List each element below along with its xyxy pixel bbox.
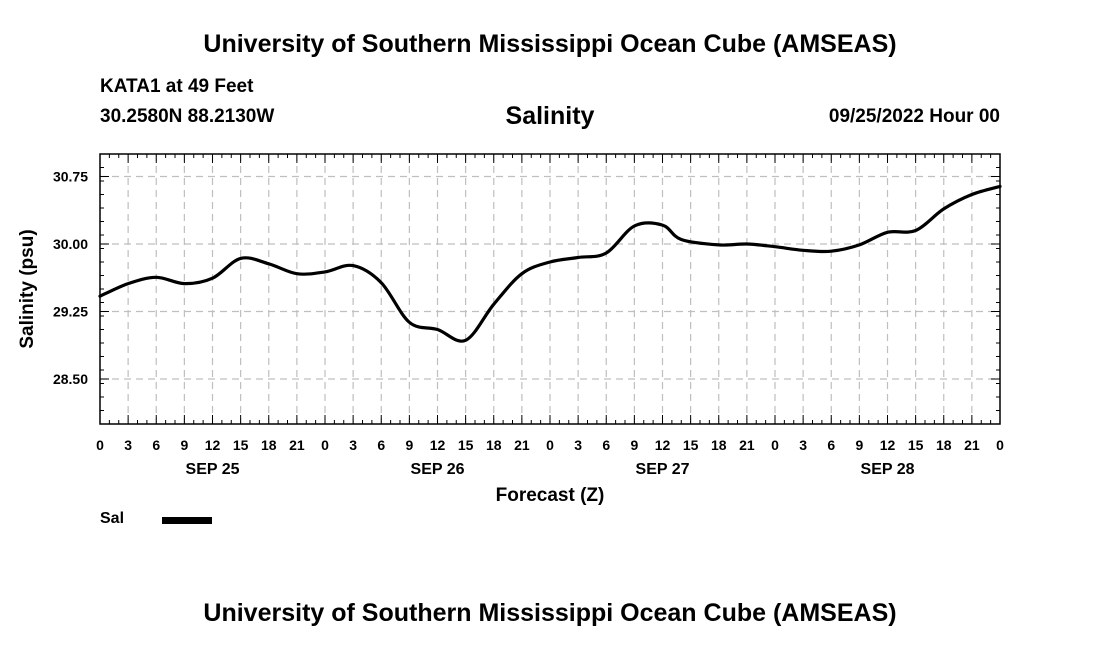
- x-tick-label: 3: [574, 437, 582, 453]
- x-tick-label: 21: [964, 437, 980, 453]
- x-tick-label: 12: [880, 437, 896, 453]
- y-tick-label: 29.25: [53, 304, 88, 320]
- station-label: KATA1 at 49 Feet: [100, 76, 254, 97]
- footer-title: University of Southern Mississippi Ocean…: [203, 599, 897, 627]
- legend-swatch: [162, 517, 212, 524]
- chart-title: Salinity: [505, 102, 595, 130]
- day-label: SEP 25: [186, 461, 240, 478]
- y-tick-label: 30.00: [53, 236, 88, 252]
- x-tick-label: 18: [261, 437, 277, 453]
- x-tick-label: 9: [180, 437, 188, 453]
- x-tick-label: 6: [377, 437, 385, 453]
- coordinates-label: 30.2580N 88.2130W: [100, 106, 275, 127]
- x-tick-label: 21: [514, 437, 530, 453]
- x-tick-label: 0: [771, 437, 779, 453]
- x-tick-label: 3: [349, 437, 357, 453]
- datetime-label: 09/25/2022 Hour 00: [828, 106, 1000, 127]
- x-axis-title: Forecast (Z): [496, 485, 605, 506]
- x-tick-label: 21: [739, 437, 755, 453]
- y-tick-label: 30.75: [53, 169, 88, 185]
- x-tick-label: 6: [827, 437, 835, 453]
- x-tick-label: 0: [546, 437, 554, 453]
- plot-frame: [99, 153, 1001, 425]
- y-axis-title: Salinity (psu): [17, 229, 38, 348]
- x-tick-label: 12: [205, 437, 221, 453]
- series-layer: [98, 184, 1002, 343]
- day-label: SEP 27: [636, 461, 690, 478]
- x-tick-label: 9: [405, 437, 413, 453]
- day-label: SEP 28: [861, 461, 915, 478]
- x-tick-label: 15: [683, 437, 699, 453]
- y-tick-label: 28.50: [53, 371, 88, 387]
- x-tick-label: 12: [430, 437, 446, 453]
- x-tick-label: 9: [855, 437, 863, 453]
- x-tick-label: 0: [96, 437, 104, 453]
- x-tick-label: 18: [711, 437, 727, 453]
- legend-label: Sal: [100, 510, 125, 527]
- x-tick-label: 15: [233, 437, 249, 453]
- x-tick-label: 21: [289, 437, 305, 453]
- grid-layer: [100, 154, 1000, 424]
- x-tick-label: 9: [630, 437, 638, 453]
- x-tick-label: 15: [458, 437, 474, 453]
- x-tick-label: 12: [655, 437, 671, 453]
- x-tick-label: 18: [486, 437, 502, 453]
- x-tick-label: 15: [908, 437, 924, 453]
- x-tick-label: 3: [124, 437, 132, 453]
- day-label: SEP 26: [411, 461, 465, 478]
- x-tick-label: 18: [936, 437, 952, 453]
- x-tick-label: 0: [996, 437, 1004, 453]
- x-tick-label: 6: [152, 437, 160, 453]
- x-tick-label: 0: [321, 437, 329, 453]
- label-layer: 0 3 6 9 12 15 18 21 0 3 6 9 12 15 18 21 0 3 6 9 12 15 18 21 0 3 6 9…: [53, 169, 1004, 479]
- x-tick-label: 3: [799, 437, 807, 453]
- x-tick-label: 6: [602, 437, 610, 453]
- page-title: University of Southern Mississippi Ocean…: [203, 30, 897, 58]
